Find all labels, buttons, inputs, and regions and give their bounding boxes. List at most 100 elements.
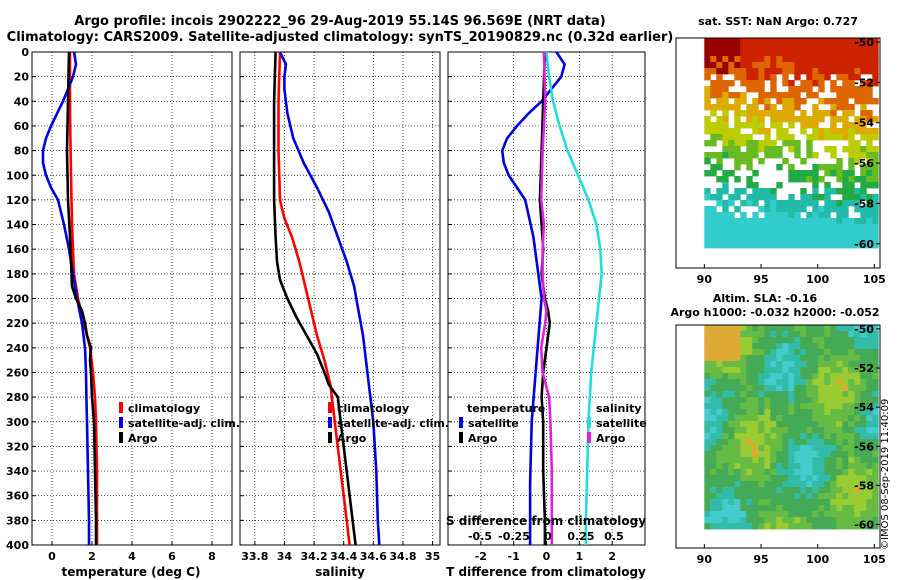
sla-map-subtitle: Argo h1000: -0.032 h2000: -0.052 xyxy=(670,306,879,319)
map-cell xyxy=(722,385,729,392)
map-cell xyxy=(872,158,879,165)
map-cell xyxy=(848,517,855,524)
map-cell xyxy=(806,415,813,422)
map-cell xyxy=(848,499,855,506)
map-cell xyxy=(722,206,729,213)
map-cell xyxy=(794,367,801,374)
map-cell xyxy=(794,56,801,63)
map-cell xyxy=(752,218,759,225)
map-cell xyxy=(800,511,807,518)
map-cell xyxy=(716,188,723,195)
map-cell xyxy=(866,170,873,177)
map-cell xyxy=(848,385,855,392)
map-cell xyxy=(830,218,837,225)
map-cell xyxy=(854,331,861,338)
map-cell xyxy=(716,493,723,500)
map-cell xyxy=(842,56,849,63)
map-cell xyxy=(866,397,873,404)
map-cell xyxy=(758,140,765,147)
map-x-tick-label: 100 xyxy=(806,273,829,286)
map-cell xyxy=(764,385,771,392)
map-cell xyxy=(848,56,855,63)
map-cell xyxy=(722,451,729,458)
map-cell xyxy=(788,62,795,69)
map-cell xyxy=(722,337,729,344)
map-cell xyxy=(836,475,843,482)
map-cell xyxy=(710,469,717,476)
map-cell xyxy=(716,56,723,63)
map-cell xyxy=(854,38,861,45)
map-cell xyxy=(770,379,777,386)
map-cell xyxy=(770,218,777,225)
map-cell xyxy=(854,242,861,249)
map-cell xyxy=(770,236,777,243)
map-cell xyxy=(848,152,855,159)
map-cell xyxy=(854,337,861,344)
series-line-satellite-adj-clim- xyxy=(278,51,381,546)
map-cell xyxy=(860,80,867,87)
y-tick-label: 260 xyxy=(6,366,29,379)
map-cell xyxy=(872,505,879,512)
map-cell xyxy=(758,188,765,195)
map-cell xyxy=(776,122,783,129)
map-cell xyxy=(830,415,837,422)
map-y-tick-label: -52 xyxy=(854,362,874,375)
map-cell xyxy=(740,367,747,374)
map-cell xyxy=(866,421,873,428)
map-cell xyxy=(824,331,831,338)
map-cell xyxy=(812,164,819,171)
map-cell xyxy=(740,439,747,446)
map-cell xyxy=(722,146,729,153)
map-cell xyxy=(848,182,855,189)
map-cell xyxy=(842,182,849,189)
map-cell xyxy=(866,415,873,422)
map-cell xyxy=(854,140,861,147)
map-cell xyxy=(824,421,831,428)
map-cell xyxy=(746,523,753,530)
map-cell xyxy=(734,194,741,201)
map-cell xyxy=(716,38,723,45)
map-cell xyxy=(800,457,807,464)
map-cell xyxy=(752,379,759,386)
map-cell xyxy=(860,457,867,464)
map-cell xyxy=(710,206,717,213)
map-cell xyxy=(764,505,771,512)
map-cell xyxy=(734,475,741,482)
map-frame xyxy=(675,324,881,549)
map-cell xyxy=(866,134,873,141)
map-cell xyxy=(782,397,789,404)
map-cell xyxy=(806,343,813,350)
map-cell xyxy=(800,403,807,410)
map-cell xyxy=(716,397,723,404)
map-cell xyxy=(866,475,873,482)
map-cell xyxy=(842,397,849,404)
map-cell xyxy=(860,325,867,332)
map-cell xyxy=(746,355,753,362)
map-cell xyxy=(764,140,771,147)
map-cell xyxy=(782,212,789,219)
map-cell xyxy=(722,409,729,416)
map-cell xyxy=(716,379,723,386)
map-cell xyxy=(824,517,831,524)
map-cell xyxy=(782,80,789,87)
map-cell xyxy=(800,98,807,105)
map-cell xyxy=(848,134,855,141)
map-cell xyxy=(872,475,879,482)
map-cell xyxy=(812,182,819,189)
map-cell xyxy=(836,403,843,410)
legend-t-argo-label: Argo xyxy=(468,432,498,445)
map-cell xyxy=(722,80,729,87)
y-tick-label: 0 xyxy=(21,46,29,59)
map-cell xyxy=(728,385,735,392)
map-cell xyxy=(734,128,741,135)
map-cell xyxy=(854,86,861,93)
map-cell xyxy=(866,236,873,243)
map-cell xyxy=(776,236,783,243)
map-cell xyxy=(728,325,735,332)
map-cell xyxy=(848,200,855,207)
map-cell xyxy=(848,86,855,93)
map-cell xyxy=(776,68,783,75)
map-cell xyxy=(842,421,849,428)
map-cell xyxy=(866,439,873,446)
map-cell xyxy=(722,415,729,422)
